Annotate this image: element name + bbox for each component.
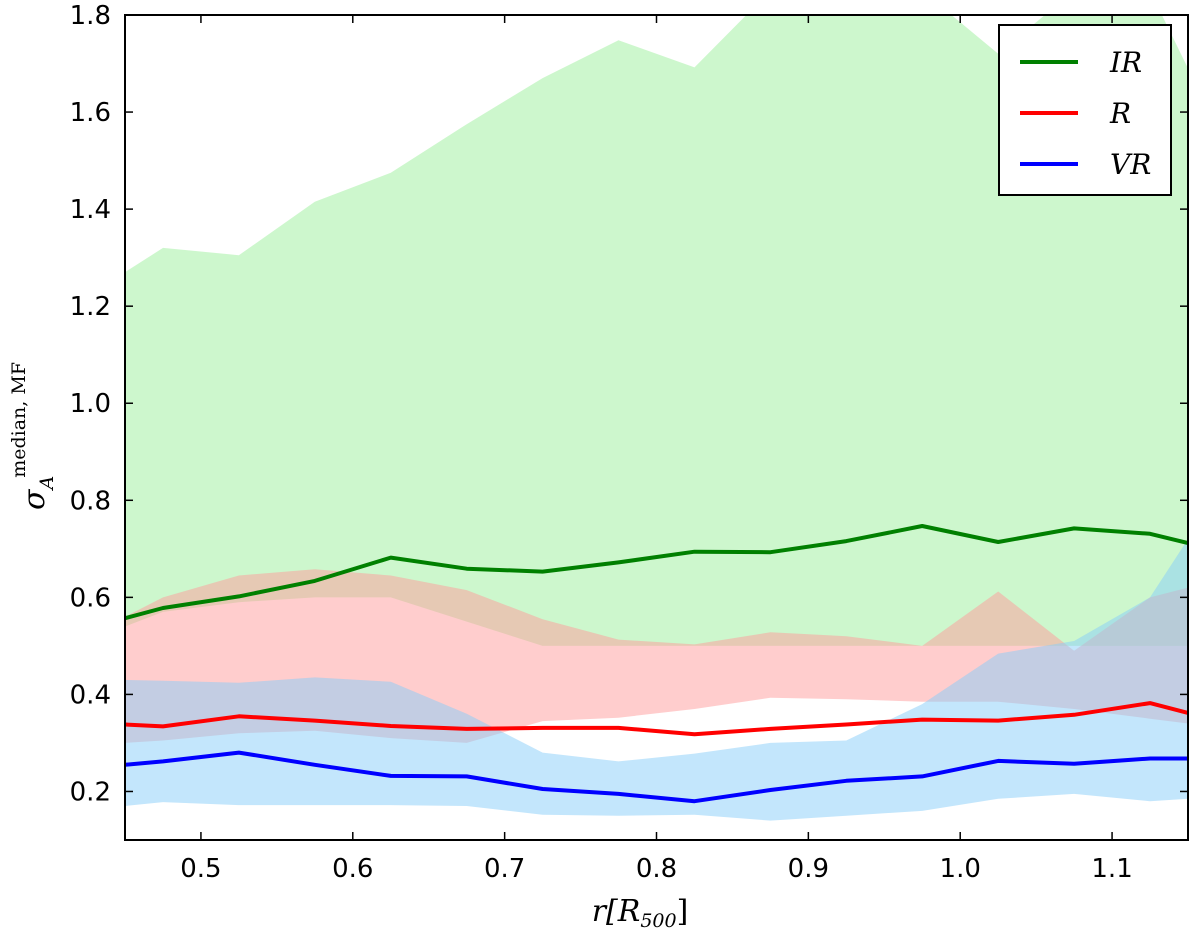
legend-label-r: R — [1109, 97, 1131, 130]
legend: IR R VR — [998, 24, 1172, 196]
x-tick-label: 0.7 — [484, 854, 525, 884]
band-ir — [125, 15, 1188, 646]
legend-label-vr: VR — [1110, 148, 1151, 181]
y-axis-label: σAmedian, MF — [8, 362, 58, 510]
x-tick-label: 0.9 — [788, 854, 829, 884]
y-axis-ticks: 0.2 0.4 0.6 0.8 1.0 1.2 1.4 1.6 1.8 — [70, 1, 1188, 807]
y-tick-label: 1.6 — [70, 98, 111, 128]
band-vr — [125, 539, 1188, 821]
legend-label-ir: IR — [1109, 46, 1142, 79]
x-axis-label: r[R500] — [592, 894, 689, 928]
y-tick-label: 0.2 — [70, 777, 111, 807]
confidence-bands — [125, 15, 1188, 821]
x-tick-label: 0.8 — [636, 854, 677, 884]
median-lines — [125, 524, 1188, 804]
x-tick-label: 1.0 — [940, 854, 981, 884]
y-tick-label: 0.4 — [70, 680, 111, 710]
x-tick-label: 0.5 — [180, 854, 221, 884]
y-tick-label: 0.6 — [70, 583, 111, 613]
y-tick-label: 1.4 — [70, 195, 111, 225]
legend-frame — [998, 24, 1172, 196]
y-tick-label: 1.2 — [70, 292, 111, 322]
series-line-ir — [125, 524, 1188, 621]
svg-text:σAmedian, MF: σAmedian, MF — [8, 362, 58, 510]
x-axis-ticks: 0.5 0.6 0.7 0.8 0.9 1.0 1.1 — [180, 15, 1133, 884]
x-tick-label: 1.1 — [1091, 854, 1132, 884]
y-tick-label: 0.8 — [70, 486, 111, 516]
y-tick-label: 1.8 — [70, 1, 111, 31]
series-line-vr — [125, 750, 1188, 804]
series-line-r — [125, 701, 1188, 737]
x-tick-label: 0.6 — [332, 854, 373, 884]
y-tick-label: 1.0 — [70, 389, 111, 419]
